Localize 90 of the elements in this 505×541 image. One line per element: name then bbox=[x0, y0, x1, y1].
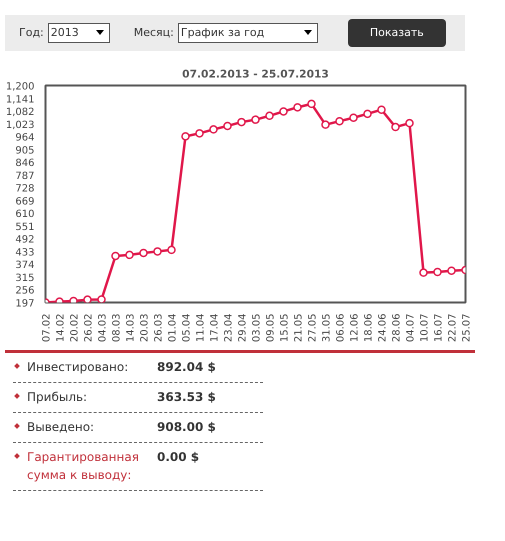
point bbox=[265, 112, 274, 120]
chart-title: 07.02.2013 - 25.07.2013 bbox=[182, 68, 329, 80]
y-tick-label: 669 bbox=[15, 196, 35, 208]
x-tick-label: 24.06 bbox=[378, 313, 388, 342]
point bbox=[335, 116, 344, 126]
point bbox=[377, 105, 386, 114]
point bbox=[97, 295, 106, 302]
x-tick-label: 14.03 bbox=[126, 313, 136, 342]
y-tick-label: 1,082 bbox=[6, 107, 35, 118]
x-tick-label: 31.05 bbox=[322, 313, 332, 342]
x-tick-label: 05.04 bbox=[182, 313, 192, 342]
x-tick-label: 15.05 bbox=[280, 313, 290, 342]
point bbox=[167, 246, 176, 254]
x-tick-label: 04.07 bbox=[406, 313, 416, 342]
x-tick-label: 23.04 bbox=[224, 313, 234, 342]
x-tick-label: 18.06 bbox=[364, 313, 374, 342]
point bbox=[139, 248, 148, 258]
x-tick-label: 26.03 bbox=[154, 313, 164, 342]
x-tick-label: 20.03 bbox=[140, 313, 150, 342]
text: Год: bbox=[19, 25, 44, 41]
text: 0.00 $ bbox=[157, 449, 200, 466]
point bbox=[391, 122, 400, 132]
point bbox=[363, 110, 372, 118]
text: Гарантированная сумма к выводу: bbox=[27, 449, 140, 484]
point bbox=[293, 103, 302, 112]
x-tick-label: 03.05 bbox=[252, 313, 262, 342]
point bbox=[279, 107, 288, 116]
x-tick-label: 25.07 bbox=[462, 313, 472, 342]
y-tick-label: 610 bbox=[15, 209, 35, 220]
y-tick-label: 256 bbox=[15, 286, 35, 297]
x-tick-label: 14.02 bbox=[56, 313, 66, 342]
y-tick-label: 374 bbox=[15, 260, 35, 272]
x-tick-label: 09.05 bbox=[266, 313, 276, 342]
x-tick-label: 26.02 bbox=[84, 313, 94, 342]
x-tick-label: 28.06 bbox=[392, 313, 402, 342]
text: Прибыль: bbox=[27, 389, 88, 406]
point bbox=[405, 118, 414, 128]
y-tick-label: 551 bbox=[15, 222, 35, 233]
text: Показать bbox=[348, 19, 446, 47]
y-tick-label: 1,200 bbox=[6, 82, 35, 92]
x-tick-label: 29.04 bbox=[238, 313, 248, 342]
point bbox=[111, 252, 120, 260]
y-tick-label: 1,141 bbox=[6, 94, 35, 106]
text: Инвестировано: bbox=[27, 359, 130, 376]
y-tick-label: 846 bbox=[15, 158, 35, 170]
x-tick-label: 21.05 bbox=[294, 313, 304, 342]
point bbox=[223, 122, 232, 130]
x-tick-label: 16.07 bbox=[434, 313, 444, 342]
text: 908.00 $ bbox=[157, 419, 216, 436]
y-tick-label: 315 bbox=[15, 272, 35, 284]
x-tick-label: 12.06 bbox=[350, 313, 360, 342]
point bbox=[209, 125, 218, 134]
x-tick-label: 04.03 bbox=[98, 313, 108, 342]
x-tick-label: 22.07 bbox=[448, 313, 458, 342]
text: График за год bbox=[178, 23, 318, 43]
point bbox=[195, 129, 204, 138]
point bbox=[447, 266, 456, 275]
point bbox=[307, 100, 316, 108]
point bbox=[237, 118, 246, 126]
point bbox=[125, 250, 134, 260]
y-tick-label: 905 bbox=[15, 145, 35, 156]
point bbox=[349, 113, 358, 122]
x-tick-label: 10.07 bbox=[420, 313, 430, 342]
text: 892.04 $ bbox=[157, 359, 216, 376]
x-tick-label: 11.04 bbox=[196, 313, 206, 342]
point bbox=[181, 132, 190, 141]
y-tick-label: 728 bbox=[15, 184, 35, 195]
x-tick-label: 08.03 bbox=[112, 313, 122, 342]
text: Выведено: bbox=[27, 419, 96, 436]
x-tick-label: 01.04 bbox=[168, 313, 178, 342]
y-tick-label: 433 bbox=[15, 247, 35, 258]
point bbox=[251, 115, 260, 124]
x-tick-label: 07.02 bbox=[42, 313, 52, 342]
point bbox=[433, 268, 442, 276]
point bbox=[419, 268, 428, 277]
text: Месяц: bbox=[134, 25, 174, 41]
point bbox=[321, 120, 330, 129]
y-tick-label: 964 bbox=[15, 132, 35, 144]
y-tick-label: 787 bbox=[15, 170, 35, 182]
y-tick-label: 492 bbox=[15, 234, 35, 246]
y-tick-label: 197 bbox=[15, 298, 35, 310]
x-tick-label: 06.06 bbox=[336, 313, 346, 342]
y-tick-label: 1,023 bbox=[6, 120, 35, 131]
text: 363.53 $ bbox=[157, 389, 216, 406]
point bbox=[83, 295, 92, 302]
point bbox=[153, 247, 162, 256]
x-tick-label: 17.04 bbox=[210, 313, 220, 342]
text: 2013 bbox=[48, 23, 110, 43]
x-tick-label: 20.02 bbox=[70, 313, 80, 342]
x-tick-label: 27.05 bbox=[308, 313, 318, 342]
